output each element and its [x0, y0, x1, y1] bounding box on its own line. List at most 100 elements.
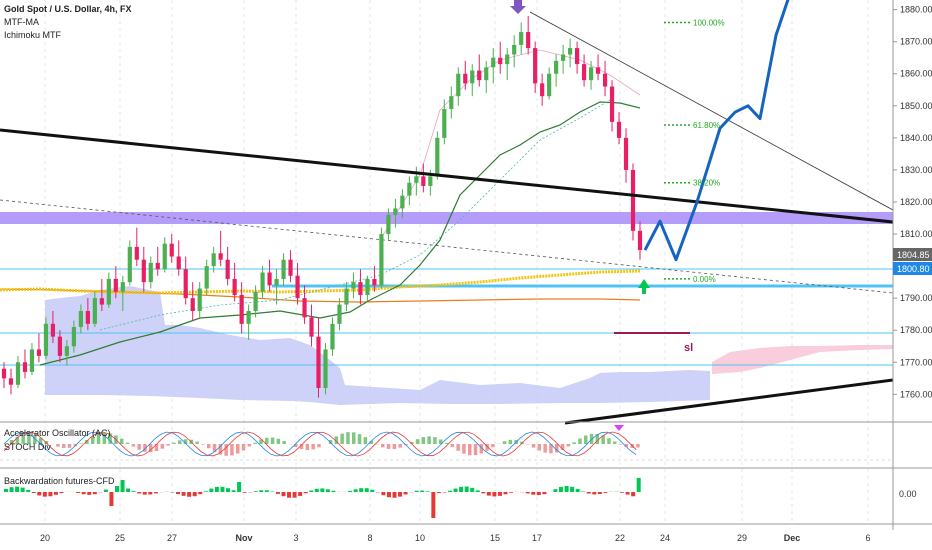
candle-body	[547, 73, 552, 97]
backwardation-label: Backwardation futures-CFD	[4, 476, 115, 486]
backwardation-bar	[414, 490, 419, 492]
osc-bar	[485, 444, 489, 451]
candle-body	[442, 109, 447, 138]
backwardation-bar	[475, 490, 480, 492]
osc-bar	[369, 440, 373, 444]
candle-body	[120, 282, 125, 292]
osc-bar	[143, 444, 147, 452]
osc-bar	[270, 437, 275, 444]
upper-trendline	[529, 11, 894, 211]
candle-body	[246, 310, 251, 324]
osc-bar	[381, 444, 385, 448]
backwardation-bar	[636, 478, 641, 492]
backwardation-bar	[370, 489, 375, 492]
candle-body	[92, 298, 97, 324]
osc-bar	[212, 444, 217, 452]
backwardation-bar	[275, 492, 280, 494]
backwardation-bar	[320, 488, 325, 492]
osc-bar	[398, 444, 402, 448]
candle-body	[1, 368, 7, 379]
osc-bar	[502, 441, 507, 444]
candle-body	[337, 304, 342, 324]
y-tick-label: 1860.00	[900, 69, 932, 79]
candle-body	[162, 243, 167, 270]
osc-bar	[120, 438, 124, 444]
candle-body	[630, 169, 636, 231]
candle-body	[463, 73, 468, 84]
backwardation-bar	[259, 490, 264, 492]
candle-body	[64, 346, 69, 356]
backwardation-bar	[20, 487, 25, 492]
osc-bar	[433, 437, 437, 444]
candle-body	[379, 234, 384, 286]
stop-loss-label: sl	[684, 342, 693, 354]
backwardation-bar	[431, 492, 436, 518]
backwardation-bar	[187, 492, 192, 497]
candle-body	[22, 362, 28, 372]
backwardation-bar	[470, 487, 475, 492]
osc-bar	[201, 444, 205, 445]
indicator-ichimoku: Ichimoku MTF	[4, 30, 62, 40]
candle-body	[99, 298, 104, 305]
candle-body	[316, 336, 321, 388]
candle-body	[484, 67, 489, 81]
osc-bar	[102, 432, 107, 444]
backwardation-bar	[492, 492, 497, 497]
candle-body	[197, 288, 202, 311]
osc-bar	[195, 441, 199, 444]
backwardation-bar	[87, 492, 92, 495]
osc-bar	[154, 444, 159, 452]
osc-bar	[346, 432, 350, 444]
candle-body	[637, 230, 643, 251]
osc-bar	[305, 444, 310, 451]
backwardation-bar	[181, 492, 186, 496]
osc-bar	[33, 435, 37, 444]
ichimoku-base	[99, 99, 611, 331]
osc-bar	[578, 438, 582, 444]
backwardation-bar	[314, 488, 319, 492]
backwardation-bar	[115, 486, 119, 492]
backwardation-bar	[464, 486, 469, 492]
candle-body	[498, 57, 503, 65]
osc-bar	[543, 444, 547, 453]
y-tick-label: 1870.00	[900, 37, 932, 47]
osc-bar	[456, 444, 460, 451]
candle-body	[78, 310, 83, 328]
x-tick-label: Nov	[235, 533, 252, 543]
candle-body	[421, 176, 426, 186]
osc-bar	[247, 444, 252, 447]
arrow-up-icon	[638, 279, 650, 294]
candle-body	[260, 272, 265, 292]
osc-bar	[21, 434, 25, 444]
y-tick-label: 1780.00	[900, 325, 932, 335]
resistance-zone	[0, 212, 893, 224]
candle-body	[232, 278, 237, 295]
x-tick-label: 6	[865, 533, 870, 543]
backwardation-bar	[348, 490, 353, 492]
y-tick-label: 1790.00	[900, 293, 932, 303]
osc-bar	[311, 444, 315, 450]
candle-body	[393, 208, 398, 215]
fib-levels: 100.00% 61.80% 38.20% 0.00%	[664, 18, 725, 284]
osc-bar	[363, 437, 368, 444]
candle-body	[372, 278, 377, 286]
backwardation-bar	[503, 492, 508, 495]
backwardation-bar	[203, 491, 208, 492]
osc-bar	[566, 444, 571, 447]
candle-body	[414, 176, 419, 183]
backwardation-bar	[53, 492, 58, 495]
candle-body	[85, 310, 90, 324]
backwardation-bar	[292, 492, 297, 498]
backwardation-bar	[436, 492, 441, 494]
candle-body	[323, 349, 328, 388]
price-badge-upper	[893, 248, 932, 261]
osc-bar	[410, 442, 414, 444]
candle-body	[239, 294, 244, 324]
oscillator-panel	[0, 431, 893, 461]
osc-bar	[178, 440, 182, 444]
candle-body	[36, 349, 42, 356]
candle-body	[281, 259, 286, 279]
candle-body	[29, 349, 35, 372]
candle-body	[302, 298, 307, 318]
